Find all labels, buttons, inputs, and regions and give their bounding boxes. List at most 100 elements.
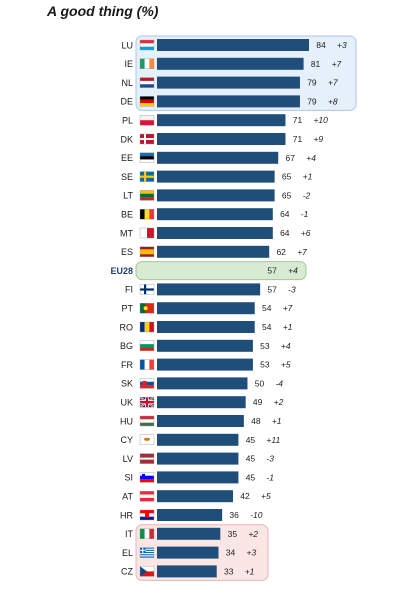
country-label: LV [123, 454, 133, 464]
country-label: LT [123, 191, 133, 201]
change-label: +1 [272, 416, 282, 426]
change-label: +7 [328, 78, 338, 88]
value-label: 45 [246, 435, 256, 445]
country-label: HU [120, 416, 133, 426]
country-label: FR [121, 360, 133, 370]
change-label: +8 [328, 96, 338, 106]
flag-hu-icon [139, 415, 155, 427]
flag-at-icon [139, 491, 155, 502]
flag-el-icon [139, 547, 155, 558]
change-label: +7 [332, 59, 342, 69]
change-label: +1 [303, 172, 313, 182]
bar [157, 95, 300, 108]
flag-ro-icon [139, 321, 155, 333]
change-label: +7 [297, 247, 307, 257]
change-label: +11 [266, 435, 280, 445]
bar [157, 170, 275, 183]
change-label: +4 [306, 153, 316, 163]
bar [157, 189, 275, 202]
top-group-box [135, 35, 357, 111]
country-label: ES [121, 247, 133, 257]
country-label: SK [121, 379, 133, 389]
flag-lv-icon [139, 453, 155, 464]
flag-lu-icon [139, 39, 155, 51]
value-label: 54 [262, 322, 272, 332]
flag-bg-icon [139, 340, 155, 351]
country-label: AT [122, 492, 133, 502]
bar [157, 133, 286, 145]
flag-hr-icon [139, 509, 155, 521]
flag-dk-icon [139, 133, 155, 145]
value-label: 45 [246, 472, 256, 482]
country-label: CZ [121, 567, 133, 577]
bar [157, 302, 255, 315]
flag-nl-icon [139, 77, 155, 88]
value-label: 34 [226, 548, 236, 558]
country-label: EE [121, 153, 133, 163]
bar [157, 415, 244, 427]
value-label: 79 [307, 96, 317, 106]
value-label: 53 [260, 341, 270, 351]
change-label: +9 [313, 134, 323, 144]
flag-ie-icon [139, 58, 155, 69]
value-label: 45 [246, 454, 256, 464]
change-label: +1 [283, 322, 293, 332]
value-label: 62 [276, 247, 286, 257]
value-label: 35 [228, 529, 238, 539]
country-label: LU [121, 40, 133, 50]
value-label: 54 [262, 303, 272, 313]
flag-de-icon [139, 96, 155, 107]
bar [157, 527, 221, 540]
bar [157, 358, 253, 371]
value-label: 53 [260, 360, 270, 370]
change-label: +2 [274, 397, 284, 407]
change-label: +3 [337, 40, 347, 50]
bar [157, 490, 233, 503]
change-label: +4 [288, 266, 298, 276]
flag-uk-icon [139, 396, 155, 409]
flag-mt-icon [139, 227, 155, 239]
value-label: 81 [311, 59, 321, 69]
country-label: MT [120, 228, 133, 238]
value-label: 84 [316, 40, 326, 50]
flag-es-icon [139, 246, 155, 258]
bar [157, 57, 304, 70]
value-label: 42 [240, 491, 250, 501]
country-label: IE [124, 59, 133, 69]
bar [157, 39, 309, 51]
value-label: 48 [251, 416, 261, 426]
bar [157, 151, 279, 164]
country-label: HR [120, 510, 133, 520]
change-label: +7 [283, 303, 293, 313]
bar [157, 471, 239, 484]
change-label: -3 [288, 284, 296, 294]
country-label: DE [120, 97, 133, 107]
change-label: +10 [313, 115, 328, 125]
flag-si-icon [139, 472, 155, 483]
flag-fi-icon [139, 284, 155, 295]
change-label: +5 [281, 360, 291, 370]
change-label: -1 [301, 209, 309, 219]
bar [157, 227, 273, 239]
bar [157, 208, 273, 221]
value-label: 65 [282, 190, 292, 200]
value-label: 50 [255, 378, 265, 388]
change-label: +1 [245, 566, 255, 576]
value-label: 33 [224, 566, 234, 576]
bar [157, 377, 248, 390]
bar [157, 452, 239, 465]
flag-fr-icon [139, 359, 155, 370]
value-label: 65 [282, 172, 292, 182]
flag-lt-icon [139, 190, 155, 201]
flag-se-icon [139, 171, 155, 182]
country-label: SI [124, 473, 133, 483]
country-label: NL [121, 78, 133, 88]
bar [157, 114, 286, 127]
change-label: +6 [301, 228, 311, 238]
change-label: -10 [250, 510, 263, 520]
bar [157, 546, 219, 559]
flag-pl-icon [139, 114, 155, 126]
value-label: 71 [293, 134, 303, 144]
bar [157, 339, 253, 352]
change-label: -4 [275, 378, 283, 388]
